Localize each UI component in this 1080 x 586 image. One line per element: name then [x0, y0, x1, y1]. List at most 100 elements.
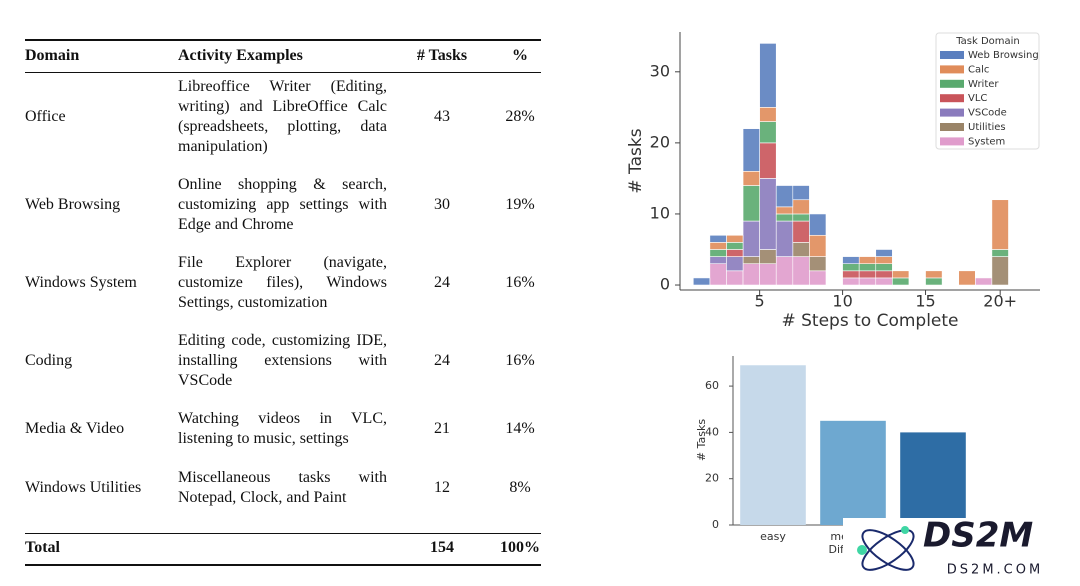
total-cell: Total: [25, 539, 60, 556]
watermark-text: DS2M: [923, 516, 1033, 556]
total-cell: 100%: [500, 539, 540, 556]
bar-segment: [726, 270, 744, 286]
bar-segment: [792, 242, 810, 257]
legend-swatch: [940, 108, 964, 117]
bar-segment: [991, 249, 1009, 257]
legend-box: [935, 32, 1040, 150]
bar-segment: [726, 242, 744, 250]
percent: 16%: [505, 274, 535, 291]
percent: 14%: [505, 420, 535, 437]
percent: 16%: [505, 352, 535, 369]
percent: 19%: [505, 196, 535, 213]
bar-segment: [692, 277, 711, 286]
x-tick-label: easy: [760, 530, 786, 543]
y-tick-label: 0: [660, 275, 670, 294]
watermark-url: DS2M.COM: [947, 563, 1043, 578]
header-rule: [25, 72, 541, 73]
bar-segment: [875, 263, 893, 272]
task-count: 24: [434, 352, 450, 369]
activity: Miscellaneous tasks with Notepad, Clock,…: [178, 469, 387, 506]
domain: Windows System: [25, 274, 137, 291]
legend-label: Writer: [968, 79, 999, 90]
bar-segment: [792, 185, 810, 201]
bar-segment: [974, 277, 993, 286]
x-tick-label: 15: [915, 292, 935, 311]
bar-segment: [742, 263, 760, 286]
bar-segment: [842, 256, 860, 265]
bar: [900, 432, 966, 525]
y-tick-label: 10: [650, 203, 670, 222]
bar-segment: [892, 277, 910, 286]
bar-segment: [875, 249, 893, 257]
bar-segment: [726, 256, 744, 272]
domain: Web Browsing: [25, 196, 121, 213]
logo-dot: [857, 545, 867, 555]
bar-segment: [892, 270, 910, 279]
activity: File Explorer (navigate, customize files…: [178, 254, 387, 311]
bar-segment: [742, 256, 760, 265]
task-count: 21: [434, 420, 450, 437]
x-tick-label: 10: [832, 292, 852, 311]
bar-segment: [742, 171, 760, 186]
logo-orbit: [861, 529, 915, 571]
bar-segment: [759, 121, 777, 144]
bar-segment: [875, 256, 893, 265]
column-header: Domain: [25, 47, 80, 64]
bottom-rule: [25, 564, 541, 566]
bar-segment: [775, 185, 794, 208]
task-count: 12: [434, 479, 450, 496]
y-tick-label: 30: [650, 61, 670, 80]
top-rule: [25, 39, 541, 41]
logo-dot: [901, 526, 909, 534]
bar-segment: [858, 256, 877, 265]
legend-swatch: [940, 94, 964, 103]
domain: Office: [25, 108, 66, 125]
legend-swatch: [940, 51, 964, 59]
bar-segment: [709, 263, 727, 286]
y-axis-label: # Tasks: [626, 128, 646, 193]
bar-segment: [759, 107, 777, 122]
bar-segment: [792, 199, 810, 215]
bar-segment: [759, 263, 777, 286]
legend-label: VLC: [968, 93, 987, 104]
bar-segment: [842, 270, 860, 279]
bar-segment: [759, 249, 777, 265]
watermark-logo: [857, 526, 915, 571]
bar-segment: [792, 220, 810, 243]
y-tick-label: 20: [705, 472, 719, 485]
task-count: 30: [434, 196, 450, 213]
bar-segment: [759, 142, 777, 179]
legend-label: Calc: [968, 64, 989, 75]
bar-segment: [858, 263, 877, 272]
legend-label: Web Browsing: [968, 50, 1039, 61]
bar-segment: [742, 220, 760, 257]
legend-swatch: [940, 123, 964, 131]
bar-segment: [759, 43, 777, 108]
bar: [820, 420, 886, 525]
legend-swatch: [940, 65, 964, 74]
bar-segment: [958, 270, 976, 286]
y-tick-label: 20: [650, 132, 670, 151]
watermark-bg: [843, 518, 1080, 586]
column-header: Activity Examples: [178, 47, 303, 64]
logo-orbit: [861, 529, 915, 571]
bar-segment: [991, 199, 1009, 250]
legend-title: Task Domain: [955, 36, 1020, 47]
total-cell: 154: [430, 539, 454, 556]
bar-segment: [742, 185, 760, 222]
bar-segment: [742, 128, 760, 172]
bar-segment: [991, 256, 1009, 286]
legend-swatch: [940, 79, 964, 88]
bar-segment: [709, 256, 727, 265]
activity: Watching videos in VLC, listening to mus…: [178, 410, 387, 447]
bar-segment: [925, 270, 943, 279]
total-rule: [25, 533, 541, 534]
domain: Media & Video: [25, 420, 125, 437]
x-tick-label: 20+: [983, 292, 1017, 311]
column-header: %: [512, 47, 528, 64]
bar-segment: [726, 249, 744, 257]
bar-segment: [875, 270, 893, 279]
bar-segment: [792, 256, 810, 286]
legend-label: Utilities: [968, 122, 1006, 133]
